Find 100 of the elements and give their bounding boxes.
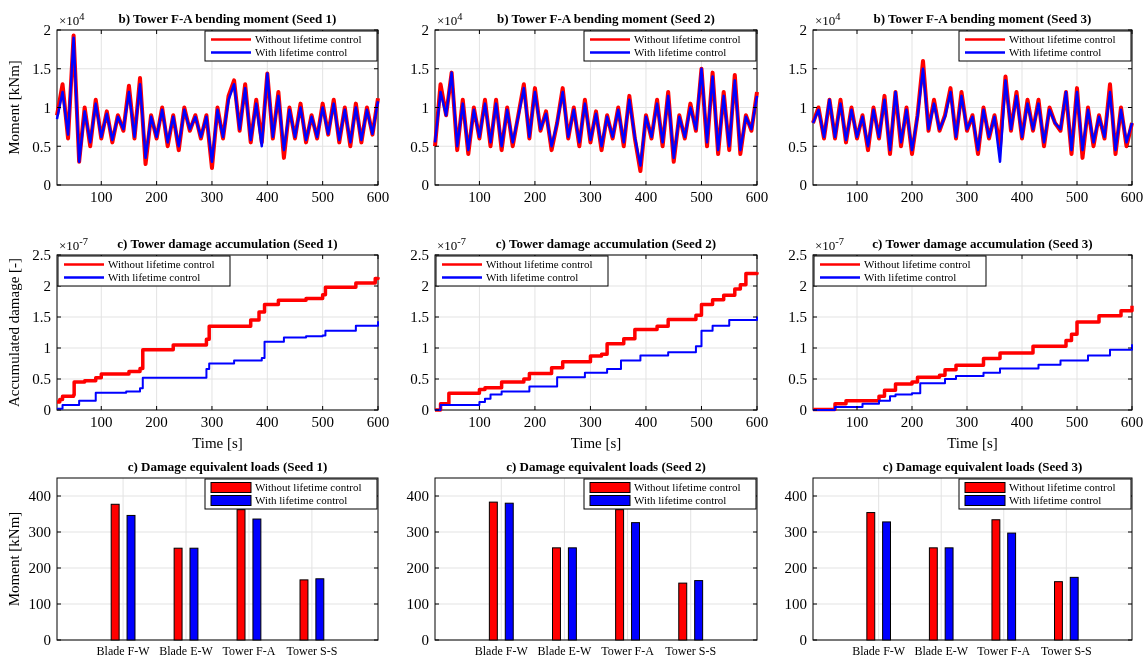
y-tick-label: 1 xyxy=(43,99,51,116)
y-tick-label: 100 xyxy=(28,596,51,613)
y-tick-label: 1.5 xyxy=(788,61,807,77)
x-tick-label: 200 xyxy=(900,189,924,205)
x-tick-label: 100 xyxy=(468,414,491,430)
x-tick-label: Tower S-S xyxy=(1040,644,1092,658)
y-tick-label: 2 xyxy=(43,278,51,295)
legend-label: With lifetime control xyxy=(634,494,727,507)
y-axis-title: Accumulated damage [-] xyxy=(6,257,22,408)
x-axis-title: Time [s] xyxy=(947,435,998,451)
y-axis-title: Moment [kNm] xyxy=(6,60,22,155)
x-tick-label: 500 xyxy=(690,414,713,430)
y-tick-label: 200 xyxy=(28,560,51,577)
y-tick-label: 0 xyxy=(421,177,429,194)
text: ×10$^{4}$ xyxy=(815,10,842,28)
legend-label: Without lifetime control xyxy=(634,33,741,46)
x-tick-label: 100 xyxy=(468,189,491,205)
x-tick-label: Blade E-W xyxy=(537,644,592,658)
text: ×10$^{4}$ xyxy=(437,10,464,28)
x-axis-title: Time [s] xyxy=(570,435,622,451)
y-tick-label: 0.5 xyxy=(32,371,51,388)
chart-title: c) Tower damage accumulation (Seed 3) xyxy=(872,236,1093,251)
y-tick-label: 0.5 xyxy=(788,138,807,155)
x-tick-label: 600 xyxy=(745,189,769,205)
x-tick-label: 200 xyxy=(523,414,547,430)
legend-label: Without lifetime control xyxy=(864,258,971,271)
y-tick-label: 1 xyxy=(421,99,429,116)
chart-title: b) Tower F-A bending moment (Seed 2) xyxy=(497,11,715,26)
x-tick-label: Tower S-S xyxy=(665,644,717,658)
y-tick-label: 1 xyxy=(799,340,807,357)
y-tick-label: 2.5 xyxy=(32,247,51,264)
y-tick-label: 0.5 xyxy=(32,138,51,155)
text: ×10$^{-7}$ xyxy=(59,235,88,253)
y-tick-label: 1.5 xyxy=(788,309,807,326)
x-tick-label: 600 xyxy=(366,189,390,205)
x-tick-label: 100 xyxy=(90,414,113,430)
legend-label: Without lifetime control xyxy=(255,33,362,46)
legend-label: With lifetime control xyxy=(1009,46,1102,59)
legend-label: Without lifetime control xyxy=(255,481,362,494)
y-tick-label: 1.5 xyxy=(410,61,429,77)
x-tick-label: 400 xyxy=(634,414,658,430)
legend-label: With lifetime control xyxy=(108,271,201,284)
y-tick-label: 100 xyxy=(784,596,807,613)
y-tick-label: 1.5 xyxy=(32,309,51,326)
y-tick-label: 0 xyxy=(421,402,429,419)
chart-title: c) Damage equivalent loads (Seed 1) xyxy=(127,459,328,474)
x-tick-label: Blade F-W xyxy=(852,644,906,658)
x-tick-label: 600 xyxy=(745,414,769,430)
y-tick-label: 300 xyxy=(28,524,51,541)
x-tick-label: Blade F-W xyxy=(474,644,529,658)
legend-label: With lifetime control xyxy=(255,494,348,507)
x-tick-label: 300 xyxy=(579,414,602,430)
x-tick-label: 400 xyxy=(256,414,279,430)
x-tick-label: 200 xyxy=(900,414,924,430)
y-tick-label: 0 xyxy=(799,632,807,649)
x-tick-label: 600 xyxy=(1120,189,1144,205)
x-tick-label: 500 xyxy=(1065,189,1089,205)
legend-label: With lifetime control xyxy=(486,271,579,284)
y-tick-label: 400 xyxy=(784,488,807,505)
chart-title: c) Damage equivalent loads (Seed 2) xyxy=(506,459,706,474)
y-tick-label: 100 xyxy=(406,596,429,613)
legend-label: With lifetime control xyxy=(1009,494,1102,507)
y-tick-label: 2.5 xyxy=(410,247,429,264)
x-tick-label: 400 xyxy=(1010,189,1034,205)
y-tick-label: 200 xyxy=(784,560,807,577)
x-tick-label: 500 xyxy=(1065,414,1089,430)
text: ×10$^{4}$ xyxy=(59,10,86,28)
y-tick-label: 1 xyxy=(799,99,807,116)
x-tick-label: 500 xyxy=(690,189,713,205)
x-tick-label: Tower F-A xyxy=(977,644,1031,658)
y-tick-label: 200 xyxy=(406,560,429,577)
x-tick-label: Blade E-W xyxy=(914,644,969,658)
x-tick-label: Blade F-W xyxy=(96,644,151,658)
chart-title: b) Tower F-A bending moment (Seed 3) xyxy=(873,11,1092,26)
x-tick-label: 300 xyxy=(955,414,979,430)
y-tick-label: 1.5 xyxy=(410,309,429,326)
y-tick-label: 0 xyxy=(799,177,807,194)
y-tick-label: 2 xyxy=(421,22,429,39)
legend-label: Without lifetime control xyxy=(486,258,593,271)
y-tick-label: 2.5 xyxy=(788,247,807,264)
x-tick-label: 300 xyxy=(200,414,224,430)
y-tick-label: 1.5 xyxy=(32,61,51,77)
x-tick-label: 100 xyxy=(845,414,869,430)
x-tick-label: Tower F-A xyxy=(601,644,655,658)
y-tick-label: 0 xyxy=(799,402,807,419)
x-tick-label: 400 xyxy=(256,189,279,205)
x-tick-label: 500 xyxy=(311,414,334,430)
x-tick-label: 400 xyxy=(634,189,658,205)
legend-label: Without lifetime control xyxy=(1009,481,1116,494)
y-tick-label: 2 xyxy=(799,278,807,295)
y-tick-label: 1 xyxy=(43,340,51,357)
y-tick-label: 0 xyxy=(43,632,51,649)
x-tick-label: 200 xyxy=(145,414,168,430)
x-tick-label: 300 xyxy=(955,189,979,205)
x-tick-label: 300 xyxy=(579,189,602,205)
text: ×10$^{-7}$ xyxy=(815,235,844,253)
x-tick-label: 200 xyxy=(523,189,547,205)
y-tick-label: 0.5 xyxy=(788,371,807,388)
legend-label: Without lifetime control xyxy=(1009,33,1116,46)
y-tick-label: 0 xyxy=(421,632,429,649)
